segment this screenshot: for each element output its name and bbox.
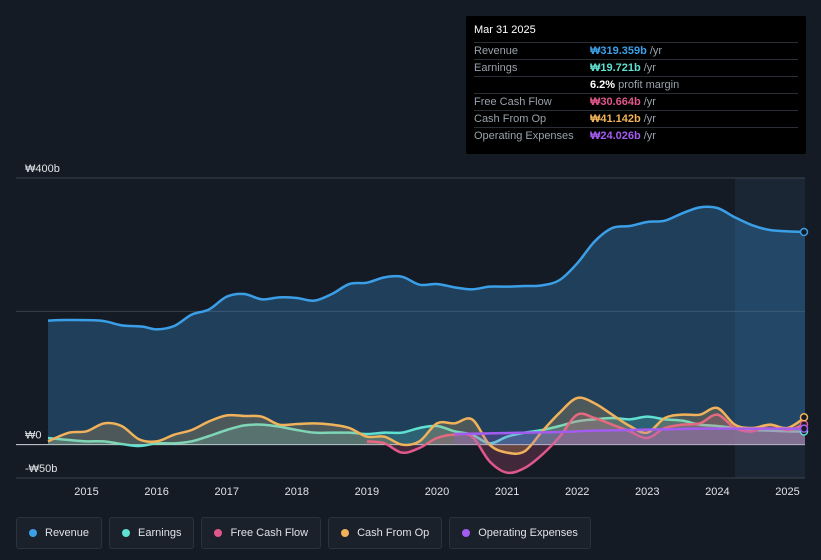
tooltip-row-unit: /yr bbox=[649, 45, 663, 57]
series-area-revenue bbox=[48, 206, 805, 445]
end-marker-cash-from-op bbox=[799, 413, 809, 422]
tooltip-row-label: Revenue bbox=[474, 45, 519, 57]
x-tick-label: 2023 bbox=[635, 486, 659, 498]
tooltip-row: Earnings ₩19.721b/yr bbox=[474, 59, 798, 76]
tooltip-row-unit: /yr bbox=[643, 96, 656, 108]
end-marker-operating-expenses bbox=[799, 424, 809, 433]
tooltip-row-value: ₩41.142b bbox=[590, 113, 641, 125]
x-tick-label: 2019 bbox=[355, 486, 379, 498]
legend-item-earnings[interactable]: Earnings bbox=[109, 517, 195, 549]
markers bbox=[799, 227, 809, 436]
tooltip-row-label: Operating Expenses bbox=[474, 130, 574, 142]
legend-dot-icon bbox=[214, 529, 223, 537]
series-line-cash-from-op bbox=[47, 396, 806, 455]
legend-item-cash-from-op[interactable]: Cash From Op bbox=[328, 517, 443, 549]
tooltip-rows: Revenue ₩319.359b/yr Earnings ₩19.721b/yr 6.… bbox=[474, 42, 798, 144]
x-tick-label: 2017 bbox=[214, 486, 238, 498]
legend-label: Cash From Op bbox=[357, 527, 430, 539]
tooltip-row-unit: /yr bbox=[643, 113, 656, 125]
tooltip-row-value: ₩24.026b bbox=[590, 130, 641, 142]
x-axis: 2015 2016 2017 2018 2019 2020 2021 2022 2023 2024… bbox=[74, 486, 799, 498]
tooltip-row: Free Cash Flow ₩30.664b/yr bbox=[474, 93, 798, 110]
x-tick-label: 2016 bbox=[144, 486, 168, 498]
tooltip-date: Mar 31 2025 bbox=[474, 24, 536, 36]
x-tick-label: 2024 bbox=[705, 486, 729, 498]
series-group bbox=[47, 205, 806, 475]
tooltip-row: Revenue ₩319.359b/yr bbox=[474, 42, 798, 59]
x-tick-label: 2015 bbox=[74, 486, 98, 498]
end-marker-revenue bbox=[799, 227, 809, 237]
legend-dot-icon bbox=[122, 529, 131, 537]
legend-label: Earnings bbox=[138, 527, 182, 539]
legend-label: Operating Expenses bbox=[478, 527, 578, 539]
legend: Revenue Earnings Free Cash Flow Cash From O… bbox=[16, 517, 591, 549]
tooltip-row-label: Free Cash Flow bbox=[474, 96, 552, 108]
legend-dot-icon bbox=[462, 529, 471, 537]
legend-item-operating-expenses[interactable]: Operating Expenses bbox=[449, 517, 591, 549]
x-tick-label: 2020 bbox=[425, 486, 449, 498]
tooltip-row-value: ₩30.664b bbox=[590, 96, 641, 108]
legend-item-revenue[interactable]: Revenue bbox=[16, 517, 103, 549]
legend-label: Free Cash Flow bbox=[230, 527, 309, 539]
y-tick-label: ₩0 bbox=[25, 430, 42, 442]
tooltip-row: Cash From Op ₩41.142b/yr bbox=[474, 110, 798, 127]
series-area-earnings bbox=[48, 416, 805, 447]
x-tick-label: 2021 bbox=[495, 486, 519, 498]
tooltip-row-label: Cash From Op bbox=[474, 113, 547, 125]
legend-item-free-cash-flow[interactable]: Free Cash Flow bbox=[201, 517, 322, 549]
series-line-operating-expenses bbox=[454, 427, 805, 436]
tooltip-row: Operating Expenses ₩24.026b/yr bbox=[474, 127, 798, 144]
legend-dot-icon bbox=[341, 529, 350, 537]
tooltip-row-label: Earnings bbox=[474, 62, 518, 74]
y-tick-label: -₩50b bbox=[25, 463, 57, 475]
x-tick-label: 2025 bbox=[775, 486, 799, 498]
tooltip-row-unit: profit margin bbox=[618, 79, 680, 91]
tooltip-row-unit: /yr bbox=[643, 130, 656, 142]
legend-label: Revenue bbox=[45, 527, 90, 539]
x-tick-label: 2018 bbox=[285, 486, 309, 498]
series-line-revenue bbox=[47, 205, 806, 331]
series-line-earnings bbox=[47, 415, 806, 448]
series-area-cash-from-op bbox=[48, 397, 805, 454]
y-tick-label: ₩400b bbox=[25, 163, 60, 175]
tooltip-row-value: ₩19.721b bbox=[590, 62, 641, 74]
tooltip-panel: Mar 31 2025 Revenue ₩319.359b/yr Earnings ₩… bbox=[466, 16, 806, 154]
y-axis: ₩400b ₩0 -₩50b bbox=[25, 163, 60, 475]
tooltip-row-unit: /yr bbox=[643, 62, 656, 74]
x-tick-label: 2022 bbox=[565, 486, 589, 498]
series-line-free-cash-flow bbox=[366, 412, 806, 475]
tooltip-row: 6.2% profit margin bbox=[474, 76, 798, 93]
legend-dot-icon bbox=[29, 529, 37, 537]
tooltip-row-value: ₩319.359b bbox=[590, 45, 647, 57]
tooltip-row-value: 6.2% bbox=[590, 79, 616, 91]
